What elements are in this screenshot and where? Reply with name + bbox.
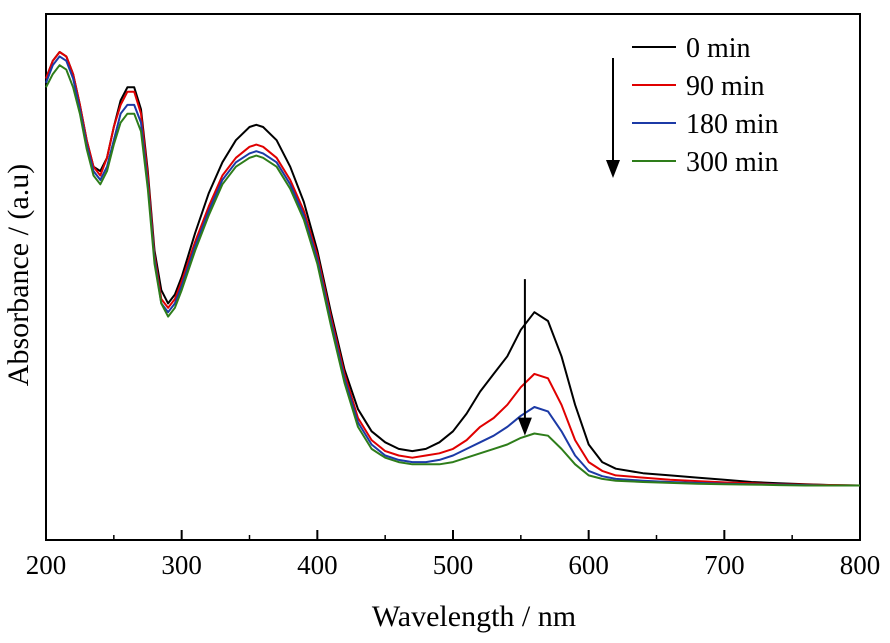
spectrum-arrow-icon [517, 279, 532, 436]
legend-label-0-min: 0 min [686, 33, 751, 64]
legend-label-90-min: 90 min [686, 71, 765, 102]
y-axis-label: Absorbance / (a.u) [2, 164, 35, 386]
x-tick-label-600: 600 [568, 550, 609, 580]
x-tick-label-800: 800 [840, 550, 881, 580]
x-tick-label-500: 500 [433, 550, 474, 580]
x-axis-label: Wavelength / nm [372, 600, 576, 633]
x-tick-label-200: 200 [26, 550, 67, 580]
legend-arrow-icon [606, 58, 620, 178]
series-line-90-min [45, 51, 861, 487]
series-line-180-min [45, 55, 860, 487]
x-tick-label-700: 700 [704, 550, 745, 580]
x-tick-label-400: 400 [297, 550, 338, 580]
x-tick-label-300: 300 [161, 550, 202, 580]
series-line-300-min [45, 64, 860, 487]
legend-label-180-min: 180 min [686, 109, 779, 140]
legend-label-300-min: 300 min [686, 147, 779, 178]
